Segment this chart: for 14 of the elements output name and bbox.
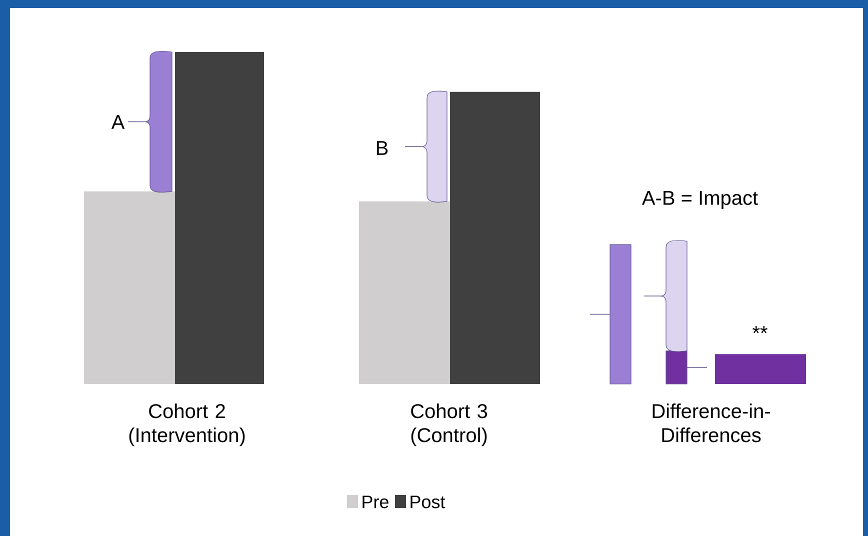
- annotation: B: [376, 141, 388, 155]
- x-tick-label: Difference-in-Differences: [652, 404, 770, 442]
- legend-label: Post: [410, 496, 446, 508]
- annotation: A-B = Impact: [642, 191, 758, 209]
- bar: [175, 52, 264, 384]
- bar: [359, 201, 450, 384]
- annotation: **: [752, 326, 768, 334]
- x-tick-label: Cohort 2 (Intervention): [129, 404, 245, 446]
- legend-label: Pre: [362, 496, 388, 508]
- bar: [715, 354, 806, 384]
- bar: [450, 92, 540, 384]
- bar: [84, 191, 176, 384]
- x-tick-label: Cohort 3 (Control): [411, 404, 488, 446]
- annotation: A: [111, 115, 125, 129]
